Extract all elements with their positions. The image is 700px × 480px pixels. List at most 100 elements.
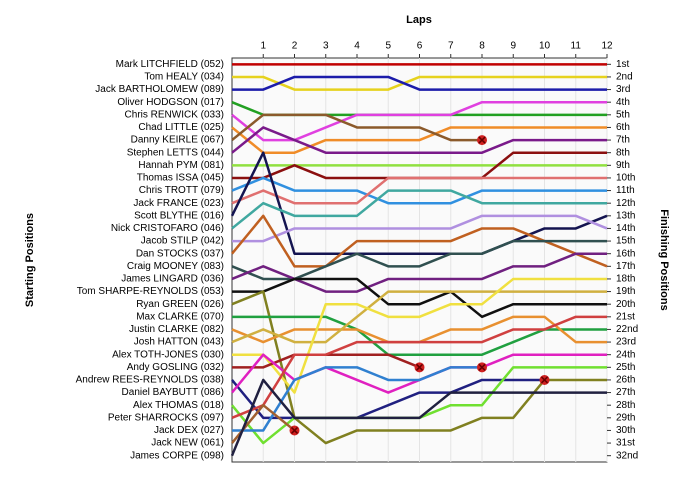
series-label: Andy GOSLING (032) (127, 362, 224, 373)
series-label: Jack DEX (027) (154, 425, 224, 436)
y2-tick-label: 29th (616, 412, 635, 423)
y2-tick-label: 18th (616, 274, 635, 285)
retired-cross (478, 363, 486, 371)
y2-tick-label: 22nd (616, 324, 638, 335)
series-line (231, 189, 607, 230)
series-label: Nick CRISTOFARO (046) (111, 223, 224, 234)
y2-tick-label: 20th (616, 299, 635, 310)
series-label: Oliver HODGSON (017) (117, 97, 224, 108)
x-tick-label: 10 (539, 41, 551, 52)
series-line (231, 176, 607, 205)
x-tick-label: 12 (601, 41, 613, 52)
series-label: Danny KEIRLE (067) (131, 135, 224, 146)
series-label: Scott BLYTHE (016) (134, 210, 224, 221)
series-label: Stephen LETTS (044) (127, 147, 224, 158)
retired-cross (540, 376, 549, 384)
x-tick-label: 9 (510, 41, 516, 52)
series-label: Jacob STILP (042) (141, 236, 224, 247)
y2-tick-label: 31st (616, 438, 635, 449)
x-tick-label: 5 (385, 41, 391, 52)
series-line (231, 176, 607, 205)
series-label: Craig MOONEY (083) (127, 261, 224, 272)
y2-tick-label: 21st (616, 311, 635, 322)
series-line (231, 126, 607, 154)
series-label: Max CLARKE (070) (136, 311, 224, 322)
x-tick-label: 1 (260, 41, 266, 52)
series-line (231, 378, 545, 420)
series-label: Tom SHARPE-REYNOLDS (053) (77, 286, 224, 297)
series-line (232, 277, 607, 319)
series-line (230, 151, 608, 255)
series-label: Justin CLARKE (082) (129, 324, 224, 335)
y2-tick-label: 24th (616, 349, 635, 360)
y2-tick-label: 6th (616, 122, 630, 133)
series-label: Jack NEW (061) (151, 438, 224, 449)
y2-tick-label: 15th (616, 236, 635, 247)
series-label: Alex THOMAS (018) (133, 400, 224, 411)
x-tick-label: 8 (479, 41, 485, 52)
y-axis-title: Starting Positions (24, 213, 36, 307)
x-tick-label: 4 (354, 41, 360, 52)
series-label: Tom HEALY (034) (144, 72, 224, 83)
series-label: Dan STOCKS (037) (136, 248, 224, 259)
y2-tick-label: 5th (616, 109, 630, 120)
y2-tick-label: 28th (616, 400, 635, 411)
x-tick-label: 7 (448, 41, 454, 52)
y2-tick-label: 27th (616, 387, 635, 398)
y2-tick-label: 23rd (616, 337, 636, 348)
y2-tick-label: 4th (616, 97, 630, 108)
y2-tick-label: 17th (616, 261, 635, 272)
series-line (231, 315, 607, 419)
y2-tick-label: 13th (616, 210, 635, 221)
series-label: Chad LITTLE (025) (138, 122, 224, 133)
y2-tick-label: 30th (616, 425, 635, 436)
x-tick-label: 11 (571, 41, 582, 52)
retired-cross (290, 426, 299, 434)
x-tick-label: 2 (292, 41, 298, 52)
y2-tick-label: 1st (616, 59, 630, 70)
chart-title: Laps (406, 14, 432, 26)
y2-axis-title: Finishing Positions (658, 209, 670, 310)
series-line (230, 378, 607, 457)
y2-tick-label: 19th (616, 286, 635, 297)
series-line (232, 214, 608, 243)
y2-tick-label: 9th (616, 160, 630, 171)
y2-tick-label: 32nd (616, 450, 638, 461)
series-line (232, 75, 607, 91)
y2-tick-label: 25th (616, 362, 635, 373)
series-line (232, 75, 607, 91)
series-label: Alex TOTH-JONES (030) (112, 349, 224, 360)
series-label: James CORPE (098) (130, 450, 224, 461)
y2-tick-label: 14th (616, 223, 635, 234)
series-label: Josh HATTON (043) (134, 337, 224, 348)
y2-tick-label: 7th (616, 135, 630, 146)
y2-tick-label: 2nd (616, 72, 633, 83)
series-label: Ryan GREEN (026) (136, 299, 224, 310)
series-label: Daniel BAYBUTT (086) (122, 387, 224, 398)
series-label: Hannah PYM (081) (138, 160, 224, 171)
x-tick-label: 6 (417, 41, 423, 52)
series-label: Mark LITCHFIELD (052) (116, 59, 224, 70)
retired-cross (478, 136, 486, 144)
y2-tick-label: 11th (616, 185, 635, 196)
series-label: Peter SHARROCKS (097) (108, 412, 224, 423)
series-line (231, 126, 607, 154)
y2-tick-label: 26th (616, 375, 635, 386)
series-label: Thomas ISSA (045) (137, 173, 224, 184)
series-label: Jack BARTHOLOMEW (089) (95, 84, 224, 95)
series-label: James LINGARD (036) (121, 274, 224, 285)
series-label: Jack FRANCE (023) (133, 198, 224, 209)
series-line (232, 277, 607, 394)
y2-tick-label: 8th (616, 147, 630, 158)
y2-tick-label: 3rd (616, 84, 630, 95)
series-label: Chris TROTT (079) (139, 185, 224, 196)
x-tick-label: 3 (323, 41, 329, 52)
series-label: Chris RENWICK (033) (125, 109, 224, 120)
series-line (231, 113, 482, 142)
y2-tick-label: 16th (616, 248, 635, 259)
retired-cross (415, 363, 424, 371)
series-line (231, 290, 607, 344)
y2-tick-label: 10th (616, 173, 635, 184)
y2-tick-label: 12th (616, 198, 635, 209)
